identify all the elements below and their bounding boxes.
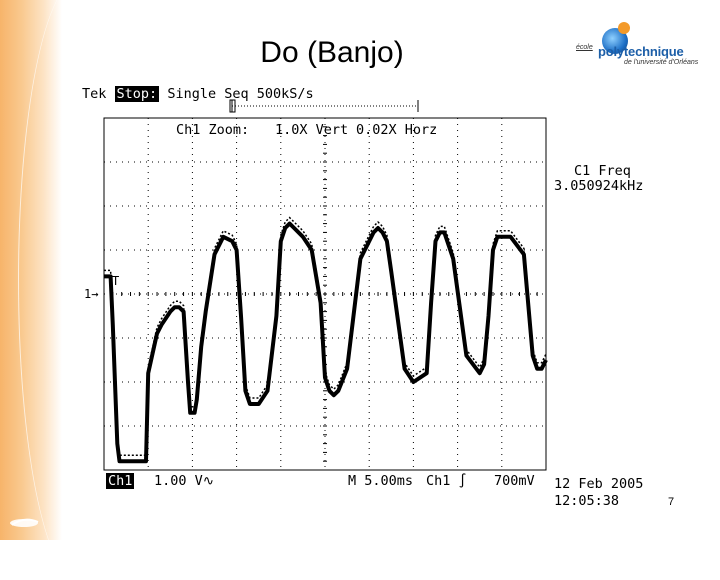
signal-trace-noise	[104, 216, 547, 456]
scope-brand: Tek	[82, 86, 107, 102]
channel-label: Ch1	[106, 473, 135, 489]
page-number: 7	[668, 496, 675, 508]
record-bracket	[229, 99, 419, 113]
zoom-vert: 1.0X Vert	[275, 122, 349, 138]
scope-display	[103, 99, 548, 471]
scope-sample-rate: 500kS/s	[256, 86, 314, 102]
scope-grid	[103, 117, 547, 471]
timebase: M 5.00ms	[348, 473, 414, 489]
capture-date: 12 Feb 2005	[554, 476, 644, 492]
signal-trace	[104, 221, 548, 464]
scope-state-badge: Stop:	[114, 86, 160, 102]
logo-dot-icon	[618, 22, 630, 34]
decorative-side-stripe	[0, 0, 62, 580]
decorative-curve	[18, 0, 139, 580]
school-logo: école polytechnique de l'université d'Or…	[566, 20, 706, 80]
zoom-horz: 0.02X Horz	[356, 122, 438, 138]
bottom-corner-logo	[6, 516, 46, 530]
logo-name-text: polytechnique	[598, 44, 684, 59]
scope-header: Tek Stop: Single Seq 500kS/s	[82, 86, 314, 102]
trigger-level: 700mV	[494, 473, 535, 489]
scope-acquisition: Single Seq	[167, 86, 249, 102]
measurement-label: C1 Freq	[574, 163, 631, 179]
measurement-value: 3.050924kHz	[554, 178, 644, 194]
capture-time: 12:05:38	[554, 493, 620, 509]
trigger-marker: T	[112, 274, 120, 288]
zoom-label: Ch1 Zoom:	[176, 122, 250, 138]
logo-ecole-text: école	[576, 44, 593, 51]
trigger-source: Ch1 ∫	[426, 473, 467, 489]
channel-marker: 1→	[84, 287, 99, 301]
slide-title: Do (Banjo)	[260, 36, 404, 69]
channel-scale: 1.00 V∿	[154, 473, 215, 489]
logo-university-text: de l'université d'Orléans	[624, 59, 699, 66]
scope-trace	[104, 216, 548, 464]
